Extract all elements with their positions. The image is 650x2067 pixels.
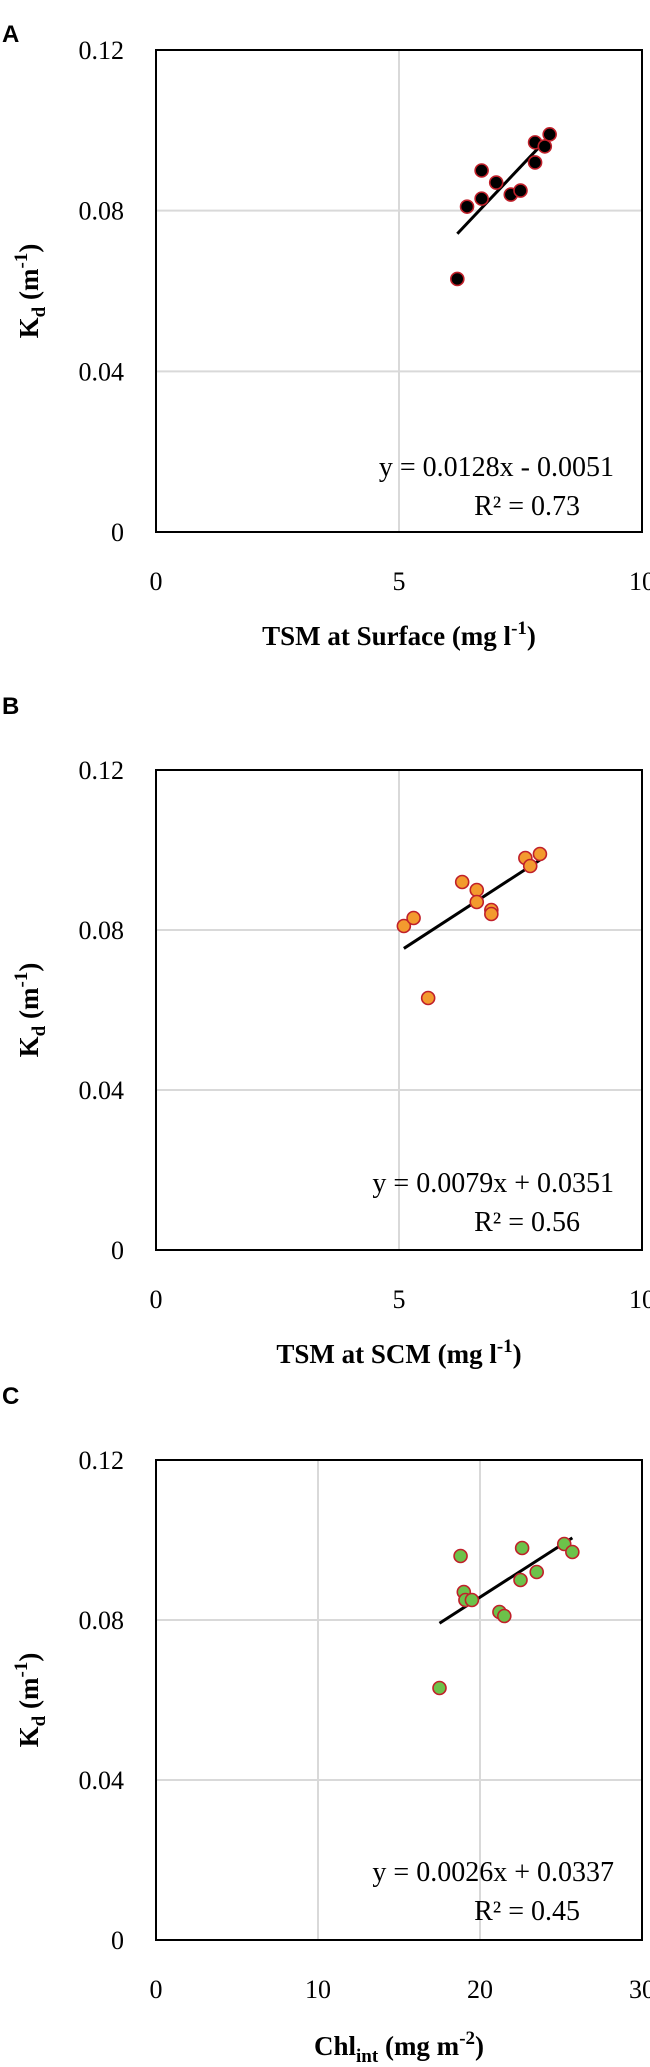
y-tick-label: 0.08 xyxy=(79,1606,125,1635)
data-point xyxy=(474,191,489,206)
data-point xyxy=(496,1608,512,1624)
data-point xyxy=(469,894,485,910)
y-tick-label: 0.04 xyxy=(79,1766,125,1795)
x-tick-label: 10 xyxy=(629,1285,650,1314)
data-point xyxy=(432,1680,447,1696)
data-point xyxy=(565,1544,580,1560)
chart-panel-c: C 0 0.04 0.08 0.12 0 10 20 30 Chlint (mg m-2) Kd (… xyxy=(2,1383,650,2067)
plot-frame xyxy=(155,49,643,533)
trendline xyxy=(438,1536,574,1625)
y-axis-title: Kd (m-1) xyxy=(11,963,50,1058)
regression-equation: y = 0.0128x - 0.0051 xyxy=(379,452,614,483)
data-point xyxy=(537,139,553,154)
y-tick-label: 0.08 xyxy=(79,197,125,226)
data-point xyxy=(459,199,475,214)
x-tick-label: 20 xyxy=(467,1975,493,2004)
panel-letter: B xyxy=(2,693,19,720)
x-tick-label: 5 xyxy=(393,567,406,596)
panel-letter: A xyxy=(2,21,19,48)
x-axis-title: TSM at Surface (mg l-1) xyxy=(262,618,536,651)
data-point xyxy=(484,906,499,922)
data-point xyxy=(453,1548,468,1564)
regression-equation: y = 0.0026x + 0.0337 xyxy=(372,1857,614,1888)
data-point xyxy=(406,910,421,926)
y-axis-title: Kd (m-1) xyxy=(11,244,50,339)
data-point xyxy=(527,155,543,170)
x-axis-title: Chlint (mg m-2) xyxy=(314,2028,484,2067)
plot-frame xyxy=(155,1459,643,1941)
y-tick-label: 0.08 xyxy=(79,916,125,945)
x-axis-title: TSM at SCM (mg l-1) xyxy=(276,1336,521,1369)
x-tick-label: 10 xyxy=(305,1975,331,2004)
y-tick-label: 0.12 xyxy=(79,36,125,65)
y-tick-label: 0.12 xyxy=(79,756,125,785)
data-point xyxy=(488,175,504,190)
data-point xyxy=(454,874,470,890)
panel-letter: C xyxy=(2,1383,19,1410)
data-point xyxy=(450,271,465,287)
x-tick-label: 30 xyxy=(629,1975,650,2004)
data-point xyxy=(420,990,436,1006)
data-point xyxy=(474,163,489,178)
data-point xyxy=(522,858,538,874)
x-tick-label: 0 xyxy=(150,1975,163,2004)
y-tick-label: 0 xyxy=(111,1236,124,1265)
data-point xyxy=(396,918,412,934)
r-squared-label: R² = 0.73 xyxy=(474,491,580,522)
trendline xyxy=(456,135,551,235)
data-point xyxy=(514,1540,530,1556)
y-axis-title: Kd (m-1) xyxy=(11,1653,50,1748)
x-tick-label: 10 xyxy=(629,567,650,596)
y-tick-label: 0 xyxy=(111,518,124,547)
data-point xyxy=(513,183,528,198)
data-point xyxy=(542,127,557,142)
chart-panel-b: B 0 0.04 0.08 0.12 0 5 10 TSM at SCM (mg l-1) Kd … xyxy=(2,693,650,1369)
data-point xyxy=(529,1564,545,1580)
y-tick-label: 0.12 xyxy=(79,1446,125,1475)
x-tick-label: 5 xyxy=(393,1285,406,1314)
y-tick-label: 0 xyxy=(111,1926,124,1955)
x-tick-label: 0 xyxy=(150,567,163,596)
x-tick-label: 0 xyxy=(150,1285,163,1314)
data-point xyxy=(532,846,548,862)
y-tick-label: 0.04 xyxy=(79,357,125,386)
data-point xyxy=(469,882,485,898)
r-squared-label: R² = 0.45 xyxy=(474,1896,580,1927)
regression-equation: y = 0.0079x + 0.0351 xyxy=(372,1168,614,1199)
chart-panel-a: A 0 0.04 0.08 0.12 0 5 10 TSM at Surface (mg l-1… xyxy=(2,21,650,651)
data-point xyxy=(464,1592,480,1608)
y-tick-label: 0.04 xyxy=(79,1076,125,1105)
r-squared-label: R² = 0.56 xyxy=(474,1207,580,1238)
plot-frame xyxy=(155,769,643,1251)
data-point xyxy=(513,1572,528,1588)
